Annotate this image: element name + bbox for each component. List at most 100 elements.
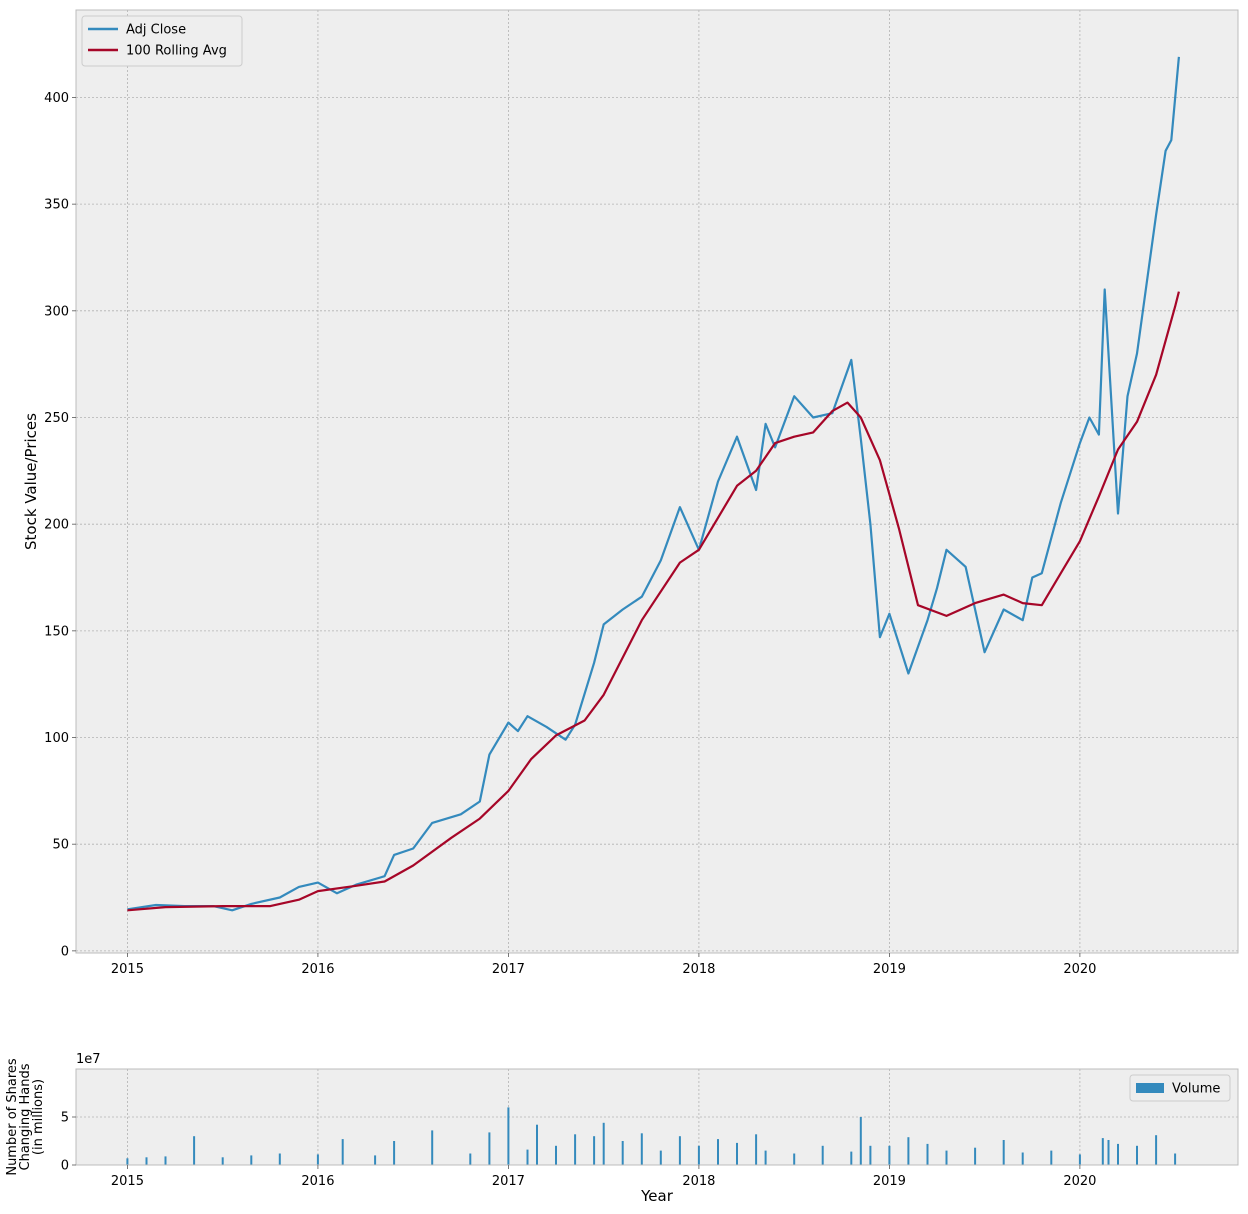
volume-bar bbox=[821, 1145, 824, 1165]
volume-bar bbox=[526, 1149, 529, 1165]
volume-y-offset-label: 1e7 bbox=[76, 1052, 101, 1067]
volume-legend: Volume bbox=[1129, 1074, 1231, 1102]
volume-bar bbox=[193, 1136, 196, 1165]
price-plot-area bbox=[76, 10, 1238, 953]
y-tick-label: 50 bbox=[52, 838, 69, 853]
volume-chart: 2015 2016 2017 2018 2019 2020 05 1e7 Number o… bbox=[5, 1052, 1239, 1205]
x-tick-label: 2018 bbox=[682, 962, 715, 977]
x-tick-label: 2016 bbox=[301, 962, 334, 977]
volume-bar bbox=[1078, 1154, 1081, 1165]
volume-bar bbox=[536, 1124, 538, 1165]
volume-x-ticks: 2015 2016 2017 2018 2019 2020 bbox=[111, 1165, 1096, 1189]
y-tick-label: 0 bbox=[61, 1159, 69, 1174]
volume-bar bbox=[1117, 1143, 1119, 1165]
x-tick-label: 2020 bbox=[1063, 1174, 1096, 1189]
volume-bar bbox=[1107, 1140, 1110, 1165]
volume-bar bbox=[1021, 1152, 1024, 1165]
price-chart: 2015 2016 2017 2018 2019 2020 0 50 100 150 200 250… bbox=[22, 9, 1239, 977]
volume-bar bbox=[431, 1130, 434, 1165]
x-tick-label: 2015 bbox=[111, 1174, 144, 1189]
volume-bar bbox=[717, 1139, 719, 1165]
x-tick-label: 2019 bbox=[873, 962, 906, 977]
series-line-0 bbox=[127, 56, 1180, 912]
volume-bar bbox=[145, 1157, 148, 1165]
volume-bars bbox=[126, 1107, 1177, 1165]
legend-label-0: Adj Close bbox=[126, 23, 186, 38]
volume-y-ticks: 05 bbox=[61, 1111, 76, 1174]
price-x-ticks: 2015 2016 2017 2018 2019 2020 bbox=[111, 953, 1096, 977]
volume-bar bbox=[1155, 1135, 1158, 1165]
volume-bar bbox=[793, 1153, 796, 1165]
volume-bar bbox=[869, 1145, 872, 1165]
volume-bar bbox=[1002, 1140, 1005, 1165]
legend-box bbox=[81, 15, 243, 67]
legend-label-1: 100 Rolling Avg bbox=[126, 44, 227, 59]
volume-bar bbox=[764, 1150, 767, 1165]
volume-bar bbox=[316, 1154, 319, 1165]
y-tick-label: 400 bbox=[44, 91, 69, 106]
volume-bar bbox=[659, 1150, 662, 1165]
volume-bar bbox=[640, 1133, 643, 1165]
volume-y-label-line: Number of Shares bbox=[5, 1058, 20, 1176]
price-gridlines bbox=[76, 10, 1238, 953]
legend-box bbox=[1129, 1074, 1231, 1102]
volume-bar bbox=[1136, 1145, 1138, 1165]
volume-bar bbox=[697, 1145, 700, 1165]
volume-y-label-line: Changing Hands bbox=[18, 1063, 33, 1170]
x-tick-label: 2018 bbox=[682, 1174, 715, 1189]
price-plot-frame bbox=[75, 9, 1239, 954]
volume-bar bbox=[574, 1134, 577, 1165]
y-tick-label: 100 bbox=[44, 731, 69, 746]
volume-bar bbox=[278, 1153, 281, 1165]
volume-bar bbox=[593, 1136, 596, 1165]
y-tick-label: 0 bbox=[61, 944, 69, 959]
volume-bar bbox=[678, 1136, 681, 1165]
y-tick-label: 200 bbox=[44, 518, 69, 533]
y-tick-label: 5 bbox=[61, 1111, 69, 1126]
x-tick-label: 2016 bbox=[301, 1174, 334, 1189]
volume-bar bbox=[1174, 1153, 1177, 1165]
volume-x-axis-label: Year bbox=[640, 1187, 674, 1205]
x-tick-label: 2015 bbox=[111, 962, 144, 977]
volume-bar bbox=[250, 1155, 253, 1165]
volume-bar bbox=[602, 1122, 605, 1165]
volume-bar bbox=[221, 1157, 224, 1165]
legend-label-volume: Volume bbox=[1172, 1082, 1220, 1097]
y-tick-label: 350 bbox=[44, 198, 69, 213]
volume-bar bbox=[974, 1147, 977, 1165]
volume-bar bbox=[126, 1158, 129, 1165]
y-tick-label: 300 bbox=[44, 304, 69, 319]
volume-bar bbox=[374, 1155, 377, 1165]
volume-bar bbox=[850, 1151, 853, 1165]
volume-bar bbox=[907, 1137, 910, 1165]
price-y-axis-label: Stock Value/Prices bbox=[22, 413, 40, 550]
price-series bbox=[127, 56, 1180, 912]
volume-y-label-line: (in millions) bbox=[31, 1079, 46, 1155]
volume-bar bbox=[555, 1145, 557, 1165]
x-tick-label: 2020 bbox=[1063, 962, 1096, 977]
y-tick-label: 150 bbox=[44, 624, 69, 639]
volume-bar bbox=[859, 1117, 862, 1165]
price-y-ticks: 0 50 100 150 200 250 300 350 400 bbox=[44, 91, 76, 959]
volume-bar bbox=[621, 1141, 624, 1165]
volume-bar bbox=[755, 1134, 758, 1165]
volume-bar bbox=[736, 1142, 738, 1165]
volume-bar bbox=[926, 1143, 929, 1165]
x-tick-label: 2019 bbox=[873, 1174, 906, 1189]
x-tick-label: 2017 bbox=[492, 962, 525, 977]
volume-bar bbox=[888, 1145, 891, 1165]
y-tick-label: 250 bbox=[44, 411, 69, 426]
series-line-1 bbox=[127, 291, 1180, 912]
volume-bar bbox=[1101, 1138, 1104, 1165]
volume-bar bbox=[1050, 1150, 1053, 1165]
volume-bar bbox=[393, 1141, 396, 1165]
price-legend: Adj Close 100 Rolling Avg bbox=[81, 15, 243, 67]
volume-bar bbox=[488, 1132, 491, 1165]
x-tick-label: 2017 bbox=[492, 1174, 525, 1189]
volume-bar bbox=[341, 1139, 344, 1165]
volume-bar bbox=[469, 1153, 472, 1165]
volume-bar bbox=[507, 1107, 510, 1165]
legend-swatch-volume bbox=[1136, 1083, 1164, 1093]
